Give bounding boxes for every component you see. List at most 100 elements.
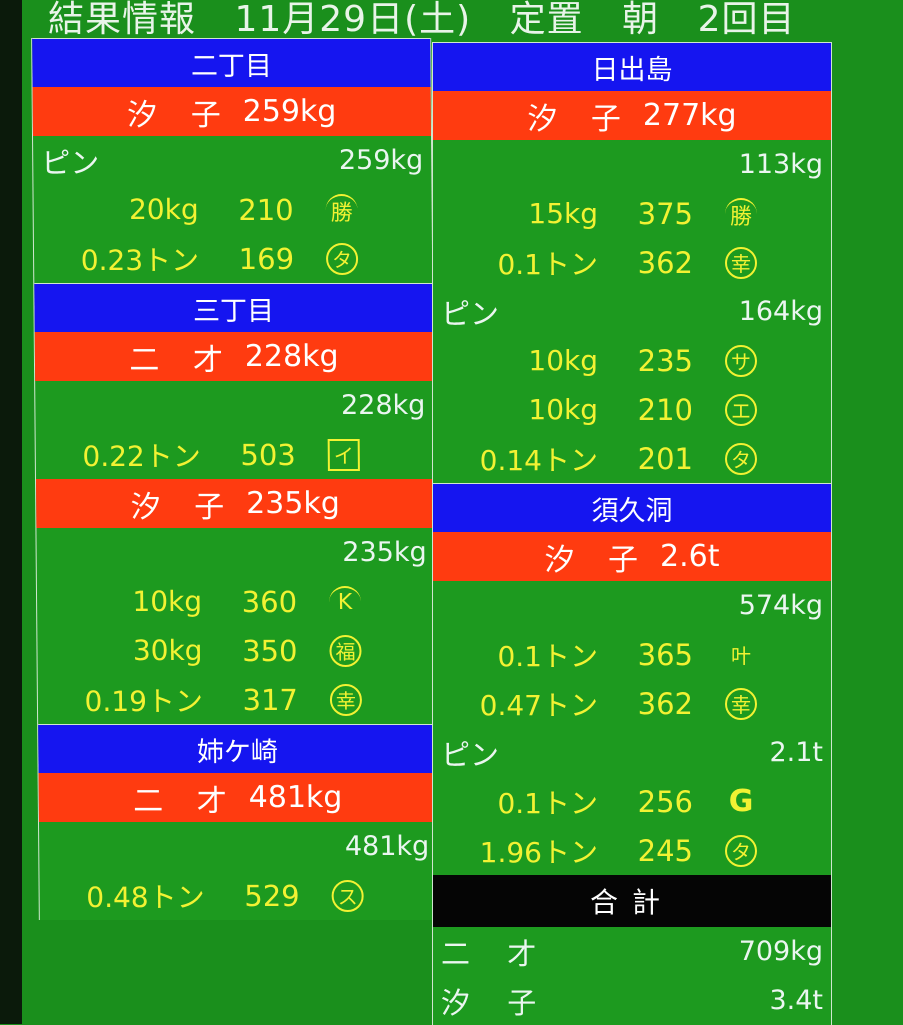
species-total: 228kg	[244, 339, 339, 374]
species-header: 汐 子 2.6t	[433, 532, 831, 581]
grade-weight: 235kg	[342, 537, 427, 568]
buyer-mark-icon: タ	[725, 442, 757, 475]
title-session: 朝	[622, 0, 660, 40]
sale-price: 362	[637, 245, 693, 280]
sale-price: 375	[637, 196, 693, 231]
totals-species: 汐 子	[441, 985, 551, 1020]
sale-quantity: 0.19トン	[84, 684, 204, 718]
sale-entry-row: 20kg 210 勝	[33, 185, 431, 234]
sale-price: 169	[238, 241, 295, 276]
sale-price: 317	[242, 682, 299, 717]
species-name: 汐 子	[127, 97, 233, 133]
species-name: 二 才	[133, 783, 239, 819]
totals-header: 合計	[433, 875, 831, 927]
grade-subtotal-row: 235kg	[36, 528, 434, 577]
buyer-mark-icon: 福	[329, 634, 362, 667]
port-header: 三丁目	[34, 283, 433, 332]
sale-entry-row: 1.96トン 245 タ	[433, 826, 831, 875]
sale-quantity: 0.14トン	[479, 443, 598, 477]
title-date: 11月29日(土)	[234, 0, 472, 40]
buyer-mark-icon: イ	[327, 438, 360, 471]
grade-subtotal-row: ピン 2.1t	[433, 728, 831, 777]
buyer-mark-icon: 叶	[731, 644, 751, 668]
sale-quantity: 20kg	[128, 193, 199, 226]
results-column-left: 二丁目汐 子 259kg ピン 259kg 20kg 210 勝 0.23トン 169 タ三丁目二…	[31, 38, 439, 920]
sale-quantity: 0.48トン	[86, 880, 205, 914]
title-round: 2回目	[697, 0, 796, 40]
sale-price: 210	[637, 392, 693, 427]
sale-entry-row: 10kg 235 サ	[433, 336, 831, 385]
species-header: 汐 子 277kg	[433, 91, 831, 140]
species-header: 汐 子 259kg	[32, 87, 432, 136]
grade-weight: 113kg	[738, 149, 823, 180]
totals-row: 汐 子 3.4t	[433, 976, 831, 1025]
results-column-right: 日出島汐 子 277kg 113kg 15kg 375 勝 0.1トン 362 幸ピン 164kg…	[432, 42, 832, 1025]
species-header: 二 才 481kg	[38, 773, 437, 822]
port-header: 日出島	[433, 42, 831, 91]
totals-species: 二 才	[441, 936, 551, 971]
sale-price: 245	[637, 833, 693, 868]
sale-price: 503	[240, 437, 296, 472]
species-name: 汐 子	[130, 489, 237, 525]
sale-entry-row: 0.48トン 529 ス	[39, 871, 437, 920]
sale-quantity: 0.47トン	[479, 688, 598, 722]
buyer-mark-icon: 幸	[329, 683, 363, 716]
grade-label: ピン	[441, 737, 500, 772]
species-total: 235kg	[245, 486, 340, 521]
sale-entry-row: 10kg 210 エ	[433, 385, 831, 434]
species-header: 汐 子 235kg	[36, 479, 435, 528]
sale-price: 529	[244, 878, 300, 913]
grade-weight: 2.1t	[769, 737, 823, 768]
sale-quantity: 1.96トン	[479, 835, 598, 869]
sale-quantity: 0.22トン	[82, 439, 201, 473]
grade-weight: 259kg	[338, 145, 424, 176]
title-label: 結果情報	[48, 0, 197, 40]
grade-label: ピン	[41, 145, 100, 180]
port-header: 二丁目	[32, 38, 431, 87]
sale-price: 360	[241, 584, 298, 619]
species-name: 汐 子	[527, 101, 633, 137]
species-name: 汐 子	[544, 542, 651, 578]
buyer-mark-icon: 幸	[725, 687, 757, 720]
sale-quantity: 0.1トン	[497, 786, 598, 820]
port-header: 須久洞	[433, 483, 831, 532]
buyer-mark-icon: K	[328, 585, 362, 618]
sale-price: 256	[637, 784, 693, 819]
grade-label: ピン	[441, 296, 500, 331]
sale-entry-row: 0.22トン 503 イ	[36, 430, 434, 479]
grade-weight: 164kg	[738, 296, 823, 327]
sale-quantity: 0.23トン	[80, 243, 200, 277]
sale-price: 235	[637, 343, 693, 378]
grade-weight: 574kg	[738, 590, 823, 621]
sale-entry-row: 0.1トン 256 G	[433, 777, 831, 826]
sale-entry-row: 15kg 375 勝	[433, 189, 831, 238]
buyer-mark-icon: 勝	[325, 193, 358, 226]
species-total: 481kg	[248, 780, 343, 815]
buyer-mark-icon: サ	[725, 344, 757, 377]
buyer-mark-icon: タ	[725, 834, 757, 867]
buyer-mark-icon: 幸	[725, 246, 757, 279]
sale-price: 201	[637, 441, 693, 476]
sale-quantity: 10kg	[528, 393, 598, 426]
totals-row: 二 才 709kg	[433, 927, 831, 976]
grade-weight: 481kg	[344, 831, 430, 862]
sale-entry-row: 0.47トン 362 幸	[433, 679, 831, 728]
buyer-mark-icon: エ	[725, 393, 757, 426]
grade-subtotal-row: 481kg	[39, 822, 437, 871]
sale-quantity: 0.1トン	[497, 247, 598, 281]
title-type: 定置	[509, 0, 584, 40]
totals-weight: 709kg	[738, 936, 823, 967]
buyer-mark-icon: G	[728, 784, 754, 819]
sale-quantity: 15kg	[528, 197, 598, 230]
grade-subtotal-row: ピン 259kg	[33, 136, 431, 185]
buyer-mark-icon: 勝	[725, 197, 757, 230]
sale-entry-row: 0.23トン 169 タ	[34, 234, 432, 283]
sale-entry-row: 0.19トン 317 幸	[38, 675, 436, 724]
sale-price: 210	[238, 192, 294, 227]
species-total: 2.6t	[660, 539, 720, 574]
sale-entry-row: 0.1トン 365 叶	[433, 630, 831, 679]
sale-quantity: 0.1トン	[497, 639, 598, 673]
board-title: 結果情報 11月29日(土) 定置 朝 2回目	[48, 0, 821, 42]
sale-quantity: 10kg	[528, 344, 598, 377]
buyer-mark-icon: ス	[331, 879, 364, 912]
